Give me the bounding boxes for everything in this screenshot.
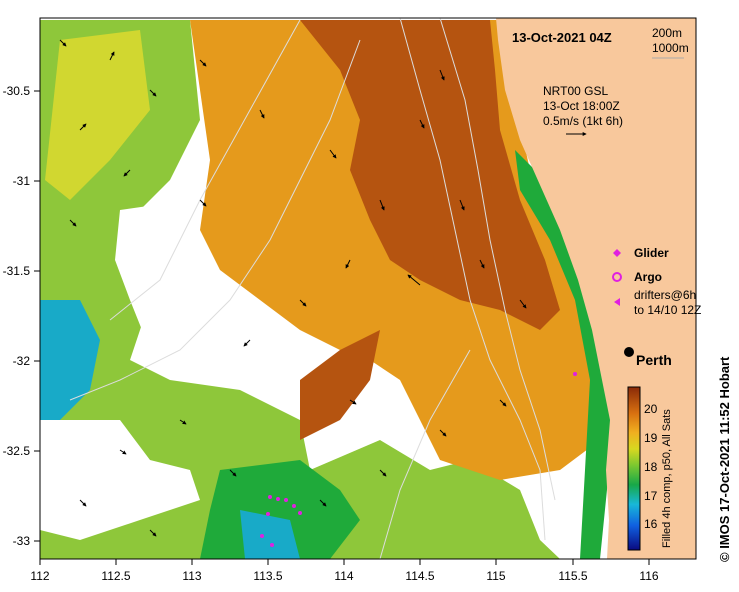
depth-contours	[69, 18, 556, 559]
lat-tick-label: -30.5	[3, 84, 31, 98]
axis-tick-marks	[34, 90, 650, 565]
sst-coastal-band	[515, 150, 612, 559]
lat-tick-label: -32	[13, 354, 31, 368]
lat-tick-label: -31.5	[3, 264, 31, 278]
lon-tick-label: 113	[182, 569, 201, 583]
current-product: NRT00 GSL	[543, 84, 608, 98]
colorbar-tick: 16	[644, 517, 658, 531]
current-arrows	[59, 39, 527, 537]
sst-cyan-patch	[40, 300, 300, 559]
colorbar-tick: 19	[644, 431, 658, 445]
lat-tick-label: -32.5	[3, 444, 31, 458]
legend-drifters-line1: drifters@6h	[634, 288, 696, 302]
legend-argo: Argo	[634, 270, 662, 284]
sst-hot-region	[300, 20, 560, 440]
glider-marker-icon	[613, 249, 621, 257]
lon-tick-label: 114.5	[405, 569, 434, 583]
map-field	[40, 18, 696, 559]
land-western-australia	[496, 18, 696, 559]
argo-marker-icon	[612, 272, 622, 282]
colorbar	[627, 386, 641, 551]
sst-cool-region	[40, 20, 560, 559]
lon-tick-label: 112.5	[101, 569, 130, 583]
city-perth: Perth	[636, 352, 672, 368]
sst-yellow-patches	[45, 30, 280, 320]
cloud-mask	[40, 40, 450, 540]
lon-tick-label: 113.5	[253, 569, 282, 583]
lon-tick-label: 115.5	[558, 569, 587, 583]
drifter-tracks	[260, 372, 577, 547]
lon-tick-label: 112	[30, 569, 49, 583]
colorbar-tick: 17	[644, 489, 658, 503]
credit-text: © IMOS 17-Oct-2021 11:52 Hobart	[717, 356, 732, 562]
plot-frame	[39, 17, 697, 560]
perth-marker-icon	[624, 347, 634, 357]
colorbar-label: Filled 4h comp, p50, All Sats	[661, 409, 673, 548]
colorbar-tick: 20	[644, 402, 658, 416]
current-time: 13-Oct 18:00Z	[543, 99, 620, 113]
depth-contour-200m: 200m	[652, 26, 682, 40]
legend-glider: Glider	[634, 246, 669, 260]
map-title: 13-Oct-2021 04Z	[512, 30, 612, 45]
drifter-marker-icon	[614, 298, 620, 306]
lon-tick-label: 114	[334, 569, 353, 583]
lat-tick-label: -33	[13, 534, 31, 548]
colorbar-tick: 18	[644, 460, 658, 474]
lon-tick-label: 116	[639, 569, 658, 583]
legend-drifters-line2: to 14/10 12Z	[634, 303, 701, 317]
lat-tick-label: -31	[13, 174, 31, 188]
depth-contour-1000m: 1000m	[652, 41, 689, 55]
sst-south-cool	[200, 460, 360, 559]
lon-tick-label: 115	[486, 569, 505, 583]
current-scale: 0.5m/s (1kt 6h)	[543, 114, 623, 128]
